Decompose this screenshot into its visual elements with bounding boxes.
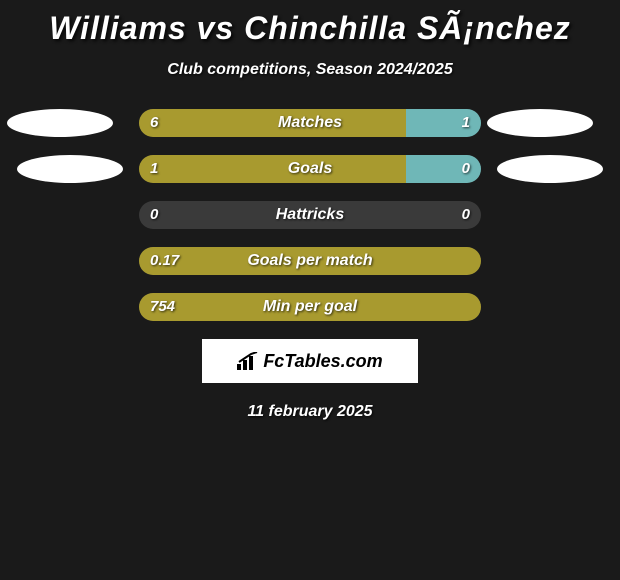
- bar-track: [139, 201, 481, 229]
- player-ellipse: [497, 155, 603, 183]
- bar-track: [139, 109, 481, 137]
- stat-row: Hattricks00: [0, 201, 620, 229]
- player-ellipse: [17, 155, 123, 183]
- bar-track: [139, 155, 481, 183]
- stat-row: Min per goal754: [0, 293, 620, 321]
- stat-row: Goals per match0.17: [0, 247, 620, 275]
- bar-left: [139, 247, 481, 275]
- bar-left: [139, 293, 481, 321]
- logo: FcTables.com: [237, 351, 382, 372]
- chart-icon: [237, 352, 259, 370]
- logo-text: FcTables.com: [263, 351, 382, 372]
- bar-right: [406, 155, 481, 183]
- player-ellipse: [487, 109, 593, 137]
- stats-container: Matches61Goals10Hattricks00Goals per mat…: [0, 109, 620, 321]
- bar-left: [139, 155, 406, 183]
- bar-track: [139, 293, 481, 321]
- page-title: Williams vs Chinchilla SÃ¡nchez: [0, 0, 620, 47]
- subtitle: Club competitions, Season 2024/2025: [0, 61, 620, 79]
- player-ellipse: [7, 109, 113, 137]
- logo-box: FcTables.com: [202, 339, 418, 383]
- bar-track: [139, 247, 481, 275]
- date-text: 11 february 2025: [0, 403, 620, 421]
- bar-right: [406, 109, 481, 137]
- bar-left: [139, 109, 406, 137]
